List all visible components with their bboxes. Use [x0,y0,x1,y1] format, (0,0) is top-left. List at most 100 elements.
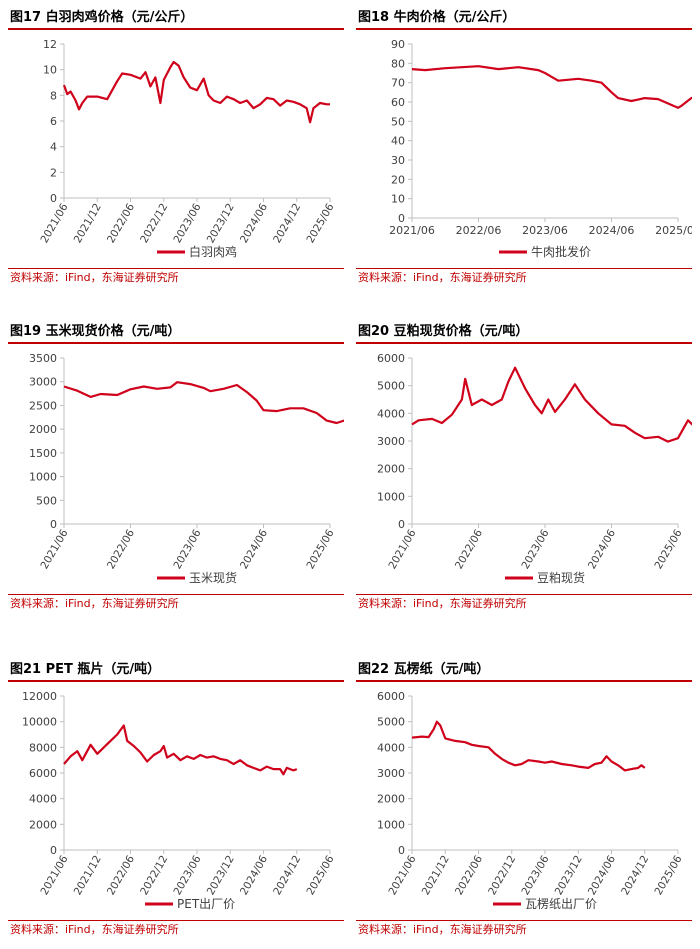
x-tick-label: 2023/06 [171,201,203,245]
bottom-divider [356,594,692,595]
series-line [63,724,298,776]
source-note: 资料来源：iFind，东海证券研究所 [358,271,527,284]
y-tick-label: 80 [391,57,405,70]
y-tick-label: 30 [391,154,405,167]
x-tick-label: 2024/12 [271,854,303,898]
legend-label: 牛肉批发价 [531,244,591,259]
chart-title: 图17 白羽肉鸡价格（元/公斤） [10,10,194,25]
bottom-divider [8,920,344,921]
y-tick-label: 8000 [29,741,57,754]
x-tick-label: 2021/06 [38,527,70,571]
x-tick-label: 2022/06 [105,527,137,571]
y-tick-label: 2000 [29,423,57,436]
chart-title: 图18 牛肉价格（元/公斤） [358,10,516,25]
x-tick-label: 2025/06 [304,853,336,897]
legend-label: 白羽肉鸡 [189,244,237,259]
y-tick-label: 0 [398,518,405,531]
y-tick-label: 4000 [377,407,405,420]
x-tick-label: 2021/06 [38,853,70,897]
x-tick-label: 2021/06 [389,224,435,237]
y-tick-label: 20 [391,173,405,186]
y-tick-label: 8 [50,89,57,102]
x-tick-label: 2021/06 [386,853,418,897]
y-tick-label: 2000 [377,793,405,806]
x-tick-label: 2021/12 [72,854,104,898]
chart-panel-22: 图22 瓦楞纸（元/吨） 0 1000 2000 3000 4000 5000 6000 20… [356,660,692,939]
chart-svg: 0 500 1000 1500 2000 2500 3000 3500 2021/06 2022/… [29,352,344,585]
y-tick-label: 4 [50,141,57,154]
y-tick-label: 10 [43,64,57,77]
x-tick-label: 2023/06 [171,853,203,897]
y-tick-label: 6000 [29,767,57,780]
x-tick-label: 2021/06 [386,527,418,571]
x-tick-label: 2025/06 [304,527,336,571]
y-tick-label: 2000 [29,818,57,831]
y-tick-label: 2000 [377,463,405,476]
y-tick-label: 2 [50,166,57,179]
x-tick-label: 2025/06 [655,224,692,237]
source-note: 资料来源：iFind，东海证券研究所 [10,597,179,610]
bottom-divider [8,268,344,269]
title-divider [356,680,692,682]
y-tick-label: 12 [43,38,57,51]
x-tick-label: 2025/06 [652,853,684,897]
bottom-divider [356,268,692,269]
x-tick-label: 2023/12 [205,854,237,898]
x-tick-label: 2022/06 [105,201,137,245]
y-tick-label: 4000 [377,741,405,754]
x-tick-label: 2024/06 [238,527,270,571]
x-tick-label: 2023/06 [519,853,551,897]
x-tick-label: 2024/06 [586,527,618,571]
legend-label: 瓦楞纸出厂价 [525,896,597,911]
y-tick-label: 0 [398,212,405,225]
x-tick-label: 2022/06 [456,224,502,237]
x-tick-label: 2022/06 [453,527,485,571]
title-divider [8,680,344,682]
title-divider [8,342,344,344]
chart-title: 图22 瓦楞纸（元/吨） [358,662,490,677]
legend-label: PET出厂价 [177,897,235,911]
series-line [62,60,330,124]
source-note: 资料来源：iFind，东海证券研究所 [358,597,527,610]
y-tick-label: 3000 [377,767,405,780]
y-tick-label: 6000 [377,352,405,365]
series-line [63,381,344,425]
chart-panel-19: 图19 玉米现货价格（元/吨） 0 500 1000 1500 2000 2500 3000… [8,322,344,613]
bottom-divider [356,920,692,921]
y-tick-label: 6000 [377,690,405,703]
chart-title: 图19 玉米现货价格（元/吨） [10,324,181,339]
x-tick-label: 2022/06 [453,853,485,897]
x-tick-label: 2021/12 [420,854,452,898]
x-tick-label: 2024/06 [238,853,270,897]
source-note: 资料来源：iFind，东海证券研究所 [10,271,179,284]
y-tick-label: 10000 [22,716,57,729]
series-line [411,65,692,109]
source-note: 资料来源：iFind，东海证券研究所 [358,923,527,936]
chart-panel-20: 图20 豆粕现货价格（元/吨） 0 1000 2000 3000 4000 5000 600… [356,322,692,613]
x-tick-label: 2024/12 [619,854,651,898]
chart-panel-21: 图21 PET 瓶片（元/吨） 0 2000 4000 6000 8000 10000 12… [8,660,344,939]
chart-panel-18: 图18 牛肉价格（元/公斤） 0 10 20 30 40 50 60 70 80 90 2021/0… [356,8,692,287]
y-tick-label: 90 [391,38,405,51]
x-tick-label: 2023/06 [171,527,203,571]
chart-title: 图20 豆粕现货价格（元/吨） [358,324,529,339]
y-tick-label: 500 [36,494,57,507]
y-tick-label: 0 [398,844,405,857]
y-tick-label: 1000 [29,471,57,484]
x-tick-label: 2022/06 [105,853,137,897]
legend-label: 玉米现货 [189,570,237,585]
x-tick-label: 2023/12 [205,202,237,246]
y-tick-label: 50 [391,115,405,128]
x-tick-label: 2022/12 [138,202,170,246]
y-tick-label: 3500 [29,352,57,365]
series-line [411,720,646,772]
x-tick-label: 2025/06 [304,201,336,245]
y-tick-label: 0 [50,192,57,205]
x-tick-label: 2024/06 [586,853,618,897]
y-tick-label: 10 [391,193,405,206]
y-tick-label: 4000 [29,793,57,806]
y-tick-label: 3000 [377,435,405,448]
y-tick-label: 2500 [29,399,57,412]
